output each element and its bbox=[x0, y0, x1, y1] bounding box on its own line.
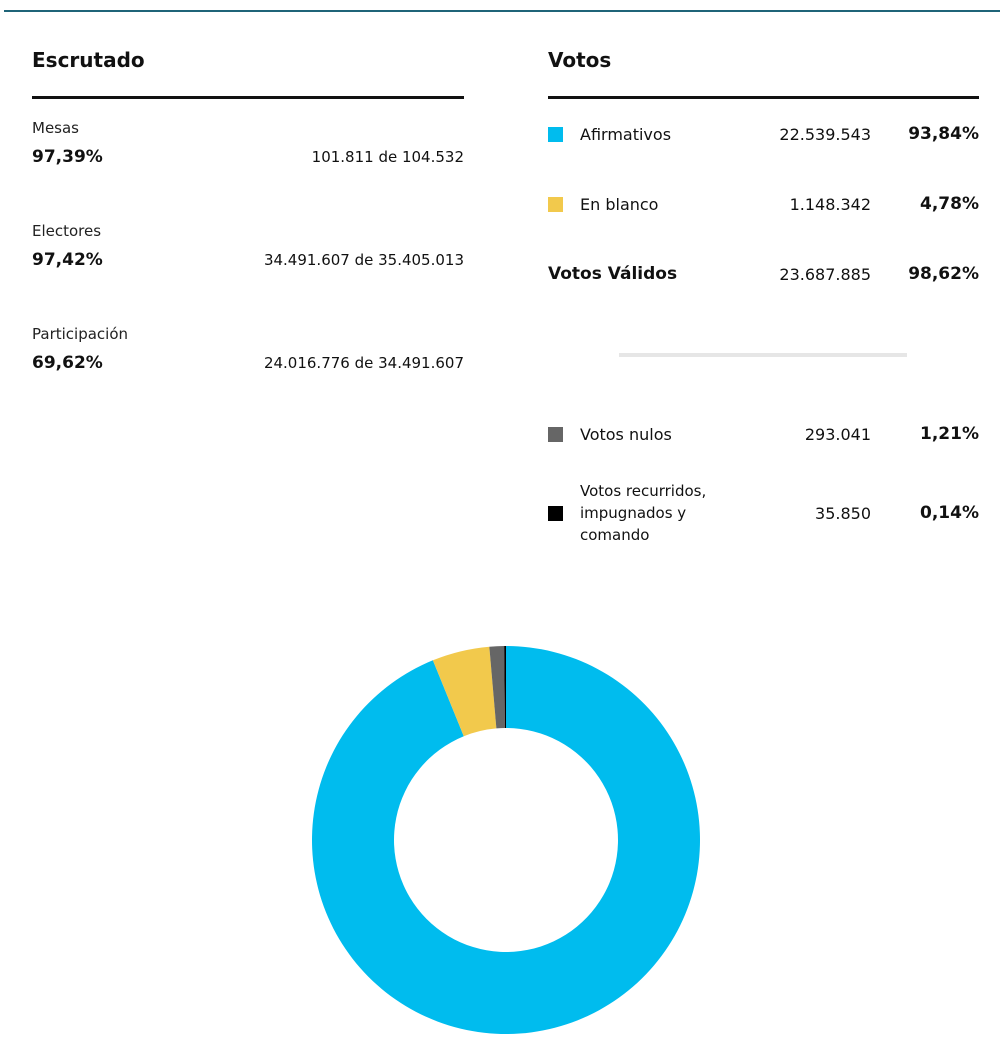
row-pct: 93,84% bbox=[908, 124, 979, 144]
votos-row-en-blanco: En blanco 1.148.342 4,78% bbox=[548, 169, 979, 239]
row-pct: 1,21% bbox=[920, 424, 979, 444]
stat-label: Participación bbox=[32, 325, 129, 343]
donut-slice-afirmativos bbox=[312, 646, 700, 1034]
stat-pct: 97,42% bbox=[32, 250, 103, 270]
donut-slice-en-blanco bbox=[432, 646, 497, 737]
stat-participacion: Participación 69,62% 24.016.776 de 34.491… bbox=[32, 325, 464, 408]
votos-title: Votos bbox=[548, 48, 979, 99]
legend-swatch bbox=[548, 196, 563, 212]
row-count: 1.148.342 bbox=[789, 194, 871, 214]
votos-row-recurridos: Votos recurridos, impugnados y comando 3… bbox=[548, 469, 979, 557]
votos-row-afirmativos: Afirmativos 22.539.543 93,84% bbox=[548, 99, 979, 169]
legend-swatch bbox=[548, 426, 563, 442]
row-count: 293.041 bbox=[804, 424, 871, 444]
stat-pct: 69,62% bbox=[32, 353, 103, 373]
stat-label: Electores bbox=[32, 222, 102, 240]
votos-row-validos: Votos Válidos 23.687.885 98,62% bbox=[548, 239, 979, 309]
stat-detail: 34.491.607 de 35.405.013 bbox=[263, 251, 464, 269]
row-name: Afirmativos bbox=[580, 124, 672, 144]
votos-row-nulos: Votos nulos 293.041 1,21% bbox=[548, 399, 979, 469]
stat-detail: 101.811 de 104.532 bbox=[311, 148, 464, 166]
legend-swatch bbox=[548, 505, 563, 521]
separator bbox=[619, 353, 907, 357]
donut-slice-votos-recurridos-impugnados-y-comando bbox=[504, 646, 506, 729]
stat-detail: 24.016.776 de 34.491.607 bbox=[263, 354, 464, 372]
escrutado-title: Escrutado bbox=[32, 48, 464, 99]
row-count: 23.687.885 bbox=[779, 264, 871, 284]
legend-swatch bbox=[548, 126, 563, 142]
stat-label: Mesas bbox=[32, 119, 79, 137]
top-divider bbox=[4, 10, 1000, 12]
row-name: Votos Válidos bbox=[548, 264, 678, 284]
row-name: En blanco bbox=[580, 194, 659, 214]
votos-section: Votos Afirmativos 22.539.543 93,84% En b… bbox=[548, 48, 979, 557]
escrutado-section: Escrutado Mesas 97,39% 101.811 de 104.532… bbox=[32, 48, 464, 408]
donut-chart bbox=[312, 646, 700, 1034]
row-name: Votos nulos bbox=[580, 424, 672, 444]
stat-mesas: Mesas 97,39% 101.811 de 104.532 bbox=[32, 119, 464, 202]
stat-electores: Electores 97,42% 34.491.607 de 35.405.013 bbox=[32, 222, 464, 305]
row-pct: 0,14% bbox=[920, 503, 979, 523]
donut-slice-votos-nulos bbox=[489, 646, 505, 729]
row-pct: 98,62% bbox=[908, 264, 979, 284]
row-count: 22.539.543 bbox=[779, 124, 871, 144]
row-name: Votos recurridos, impugnados y comando bbox=[580, 482, 707, 544]
row-count: 35.850 bbox=[815, 503, 871, 523]
row-pct: 4,78% bbox=[920, 194, 979, 214]
stat-pct: 97,39% bbox=[32, 147, 103, 167]
